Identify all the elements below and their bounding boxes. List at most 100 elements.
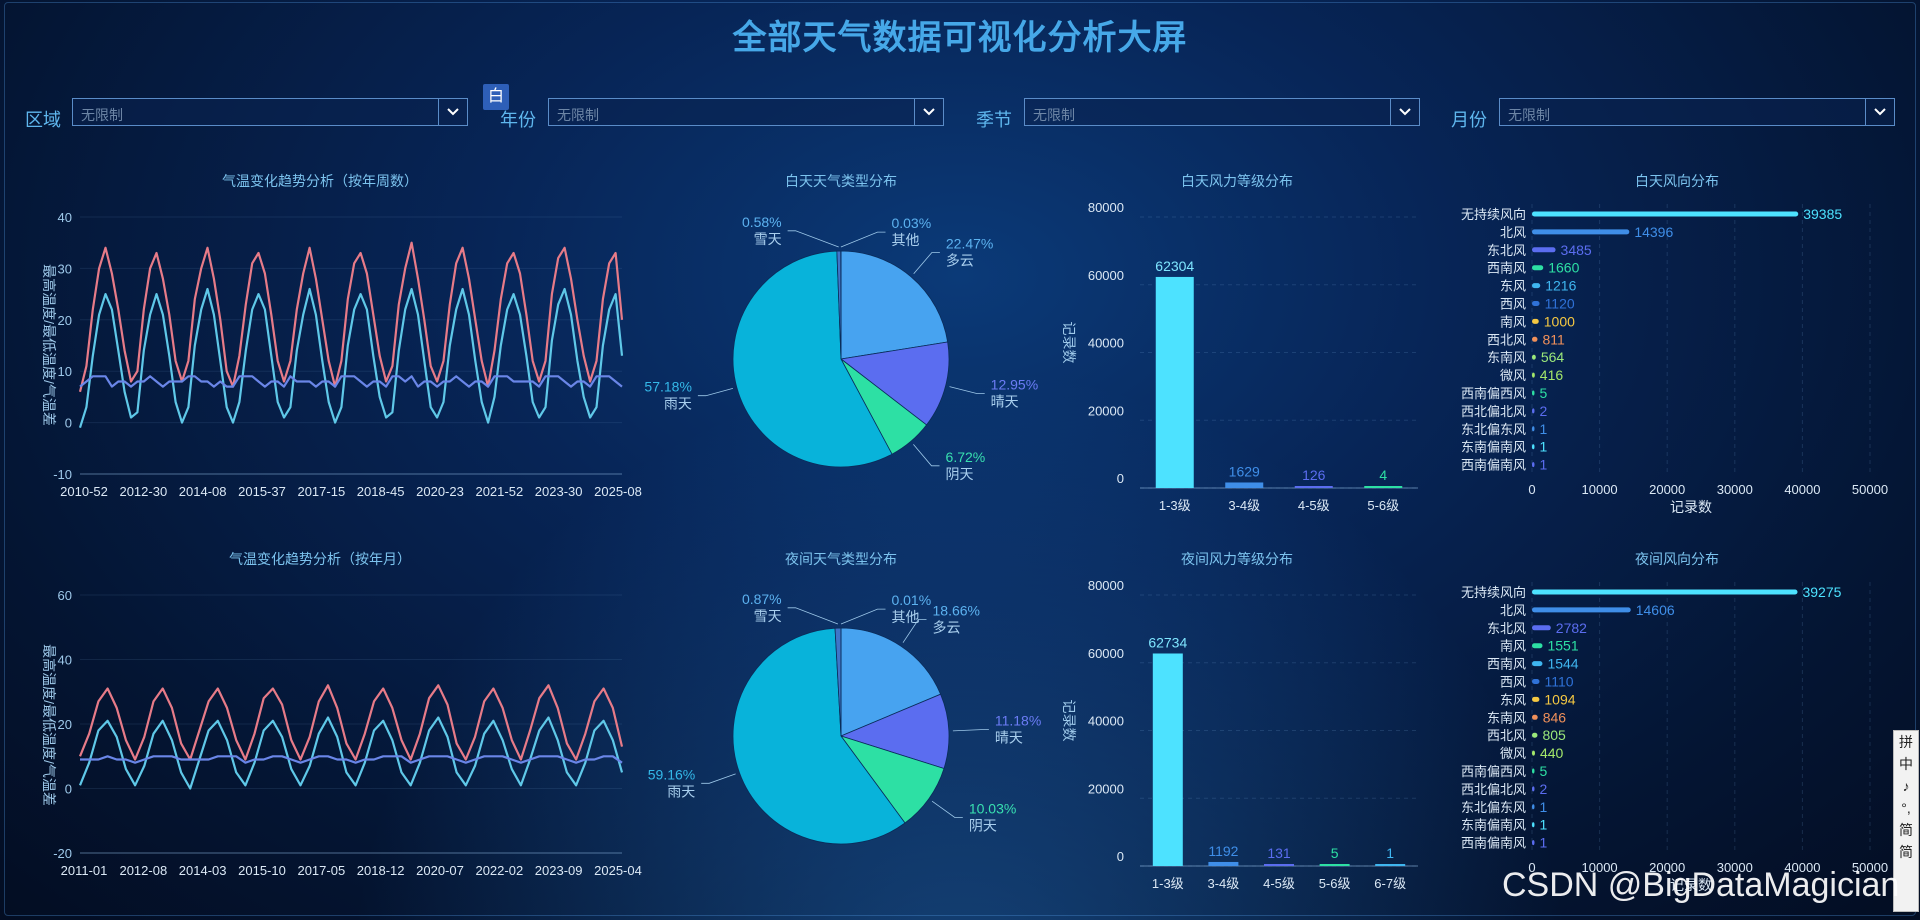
bar: [1152, 653, 1183, 866]
x-tick-label: 2015-37: [238, 484, 286, 499]
monthly-temp-title: 气温变化趋势分析（按年月）: [229, 551, 411, 567]
bar: [1532, 714, 1538, 720]
y-category-label: 西北风: [1487, 728, 1526, 743]
bar-value-label: 1: [1540, 835, 1548, 851]
pie-label-line: [787, 607, 839, 625]
bar-value-label: 440: [1540, 745, 1564, 761]
y-category-label: 北风: [1500, 225, 1526, 240]
series-line-min: [78, 287, 624, 429]
y-category-label: 西风: [1500, 675, 1526, 690]
night-wind-level-title: 夜间风力等级分布: [1181, 551, 1293, 567]
bar: [1532, 732, 1538, 738]
bar-value-label: 126: [1302, 467, 1326, 483]
pie-category-label: 其他: [891, 232, 919, 248]
y-tick-label: -10: [53, 467, 72, 482]
y-category-label: 东南偏南风: [1461, 818, 1526, 833]
ime-char: 中: [1899, 756, 1913, 772]
bar-value-label: 1: [1540, 421, 1548, 437]
bar-value-label: 1: [1540, 439, 1548, 455]
bar: [1532, 607, 1631, 613]
pie-category-label: 阴天: [946, 466, 974, 482]
bar: [1532, 336, 1538, 342]
pie-slice: [732, 250, 893, 468]
y-axis-label: 记录数: [1061, 700, 1077, 742]
bar-value-label: 4: [1379, 467, 1387, 483]
y-category-label: 无持续风向: [1461, 207, 1526, 222]
bar-value-label: 39385: [1803, 206, 1842, 222]
x-tick-label: 0: [1528, 482, 1535, 497]
season-select[interactable]: 无限制: [1024, 98, 1420, 126]
y-tick-label: 20000: [1088, 403, 1124, 418]
bar: [1532, 679, 1540, 684]
bar: [1532, 840, 1535, 846]
y-category-label: 西北偏北风: [1461, 782, 1526, 797]
bar-value-label: 1: [1540, 457, 1548, 473]
translate-float-icon[interactable]: 白: [483, 84, 509, 110]
x-tick-label: 40000: [1784, 482, 1820, 497]
y-category-label: 西风: [1500, 297, 1526, 312]
bar: [1225, 482, 1264, 488]
pie-percent-label: 10.03%: [969, 800, 1016, 816]
bar: [1532, 318, 1539, 324]
pie-percent-label: 11.18%: [995, 713, 1041, 729]
pie-percent-label: 6.72%: [946, 449, 986, 465]
y-category-label: 东北风: [1487, 621, 1526, 636]
y-category-label: 北风: [1500, 603, 1526, 618]
bar: [1532, 625, 1551, 631]
y-category-label: 东北偏东风: [1461, 422, 1526, 437]
pie-label-line: [902, 619, 927, 643]
x-tick-label: 4-5级: [1263, 876, 1295, 891]
ime-toolbar[interactable]: 拼 中 ♪ °, 简 简: [1893, 730, 1919, 912]
chevron-down-icon[interactable]: [1390, 99, 1419, 125]
bar-value-label: 3485: [1561, 242, 1592, 258]
year-select-value: 无限制: [557, 107, 599, 123]
y-category-label: 西北风: [1487, 332, 1526, 347]
pie-category-label: 雨天: [667, 783, 695, 799]
x-tick-label: 20000: [1649, 482, 1685, 497]
bar-value-label: 62734: [1148, 634, 1187, 650]
y-axis-label: 记录数: [1061, 322, 1077, 364]
x-tick-label: 2023-09: [535, 863, 583, 878]
pie-label-line: [840, 231, 886, 248]
region-select-value: 无限制: [81, 107, 123, 123]
x-tick-label: 2014-03: [179, 863, 227, 878]
pie-label-line: [840, 608, 886, 625]
month-select-value: 无限制: [1508, 107, 1550, 123]
chevron-down-icon[interactable]: [914, 99, 943, 125]
month-select[interactable]: 无限制: [1499, 98, 1895, 126]
year-select[interactable]: 无限制: [548, 98, 944, 126]
region-filter-label: 区域: [25, 110, 61, 130]
y-tick-label: 60000: [1088, 646, 1124, 661]
x-tick-label: 50000: [1852, 482, 1888, 497]
bar-value-label: 1110: [1545, 674, 1574, 690]
pie-percent-label: 57.18%: [644, 379, 691, 395]
bar-value-label: 131: [1267, 845, 1291, 861]
y-category-label: 南风: [1500, 314, 1526, 329]
pie-label-line: [952, 729, 989, 732]
pie-label-line: [949, 386, 985, 394]
season-filter-label: 季节: [976, 110, 1012, 130]
y-axis-label: 最高温度/最低温度/气温差: [41, 264, 57, 426]
y-category-label: 西南风: [1487, 261, 1526, 276]
bar-value-label: 1: [1386, 845, 1394, 861]
x-tick-label: 4-5级: [1298, 498, 1330, 513]
region-select[interactable]: 无限制: [72, 98, 468, 126]
bar: [1532, 462, 1535, 468]
bar: [1532, 768, 1535, 774]
bar-value-label: 1216: [1545, 278, 1576, 294]
x-tick-label: 3-4级: [1208, 876, 1240, 891]
x-tick-label: 2022-02: [475, 863, 523, 878]
watermark: CSDN @BigDataMagician: [1502, 866, 1900, 904]
pie-label-line: [701, 773, 736, 784]
x-tick-label: 2012-30: [119, 484, 167, 499]
bar-value-label: 1: [1540, 817, 1548, 833]
chevron-down-icon[interactable]: [438, 99, 467, 125]
bar-value-label: 1629: [1229, 463, 1260, 479]
y-tick-label: 40: [58, 210, 72, 225]
pie-slice: [732, 627, 906, 845]
y-category-label: 东风: [1500, 692, 1526, 707]
x-tick-label: 2018-45: [357, 484, 405, 499]
night-weather-title: 夜间天气类型分布: [785, 551, 897, 567]
chevron-down-icon[interactable]: [1865, 99, 1894, 125]
